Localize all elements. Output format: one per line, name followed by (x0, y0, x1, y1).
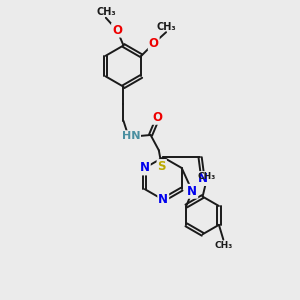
Text: O: O (149, 37, 159, 50)
Text: CH₃: CH₃ (197, 172, 215, 181)
Text: N: N (158, 193, 168, 206)
Text: HN: HN (122, 131, 140, 141)
Text: CH₃: CH₃ (214, 241, 232, 250)
Text: N: N (140, 161, 150, 175)
Text: CH₃: CH₃ (156, 22, 176, 32)
Text: CH₃: CH₃ (96, 7, 116, 17)
Text: S: S (158, 160, 166, 173)
Text: O: O (112, 24, 122, 37)
Text: O: O (152, 111, 162, 124)
Text: N: N (198, 172, 208, 185)
Text: N: N (187, 185, 197, 198)
